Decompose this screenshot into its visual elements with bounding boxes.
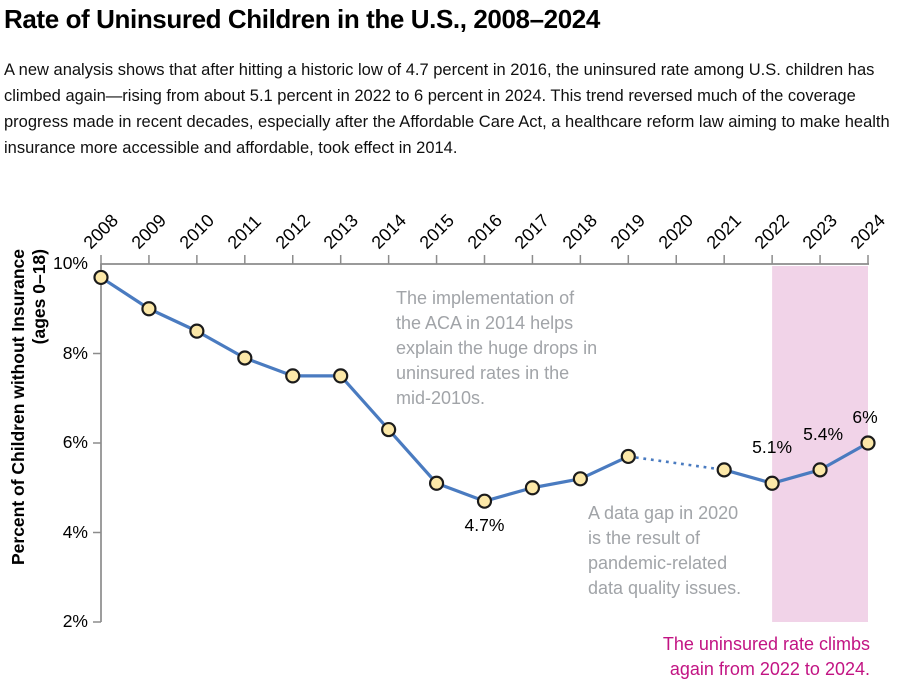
trend-line-segment bbox=[339, 374, 391, 432]
data-point bbox=[572, 471, 588, 487]
trend-line-segment bbox=[99, 275, 151, 311]
data-point bbox=[333, 368, 349, 384]
data-point bbox=[428, 475, 445, 491]
data-point bbox=[620, 448, 636, 465]
data-point bbox=[93, 269, 109, 286]
data-point bbox=[237, 350, 253, 366]
trend-line-segment bbox=[195, 329, 247, 360]
trend-line-segment bbox=[434, 481, 487, 503]
data-point bbox=[524, 480, 541, 496]
trend-line-segment bbox=[530, 477, 582, 490]
trend-line-segment bbox=[770, 468, 822, 485]
data-point bbox=[812, 462, 828, 478]
trend-line-segment bbox=[578, 454, 630, 481]
data-point bbox=[764, 475, 780, 491]
trend-line-segment bbox=[243, 356, 295, 378]
data-point bbox=[189, 323, 205, 339]
data-point-label: 5.4% bbox=[803, 423, 844, 444]
y-tick-label: 10% bbox=[52, 253, 88, 273]
y-tick-label: 4% bbox=[62, 521, 88, 542]
y-tick-label: 6% bbox=[62, 432, 88, 452]
y-tick-label: 2% bbox=[62, 611, 88, 631]
annotation-aca-note: The implementation of the ACA in 2014 he… bbox=[396, 288, 598, 408]
annotation-climb-note: The uninsured rate climbs again from 202… bbox=[662, 634, 870, 679]
trend-line-segment bbox=[147, 307, 199, 333]
page-title: Rate of Uninsured Children in the U.S., … bbox=[4, 4, 600, 34]
data-point bbox=[716, 462, 732, 478]
data-point bbox=[141, 301, 157, 317]
data-point bbox=[381, 421, 397, 438]
data-point bbox=[285, 368, 301, 384]
data-point-label: 4.7% bbox=[464, 515, 505, 536]
trend-line-segment bbox=[722, 468, 774, 485]
y-tick-label: 8% bbox=[62, 342, 88, 363]
data-point-label: 5.1% bbox=[752, 437, 793, 458]
trend-line-gap-segment bbox=[628, 455, 725, 472]
data-point bbox=[860, 435, 876, 451]
data-point bbox=[476, 493, 493, 509]
trend-line-segment bbox=[387, 427, 439, 485]
trend-line-segment bbox=[482, 486, 535, 503]
annotation-data-gap-note: A data gap in 2020 is the result of pand… bbox=[588, 503, 742, 598]
highlight-band bbox=[772, 266, 868, 622]
chart-subtitle: A new analysis shows that after hitting … bbox=[4, 61, 890, 157]
y-axis-title-line1: Percent of Children without Insurance bbox=[8, 249, 28, 566]
data-point-label: 6% bbox=[852, 407, 878, 427]
trend-line-segment bbox=[818, 441, 870, 472]
